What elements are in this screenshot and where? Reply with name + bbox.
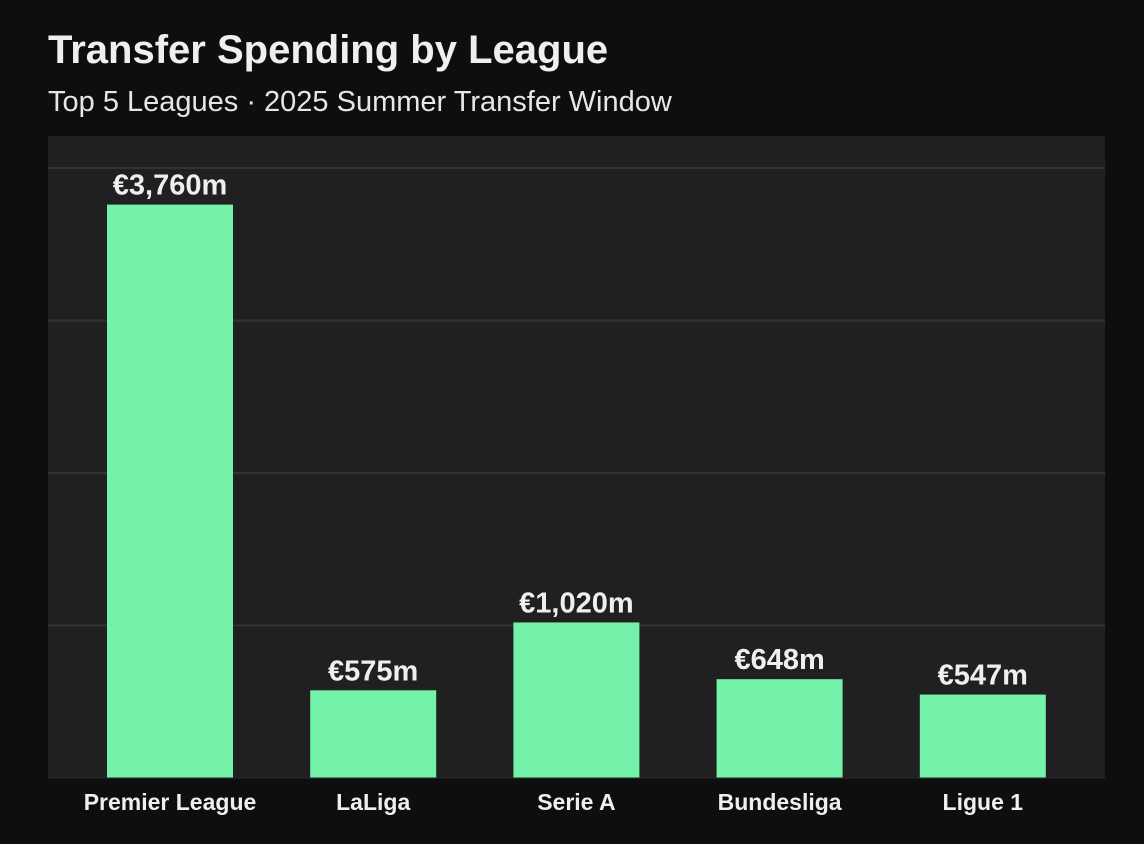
bar-value-label: €648m xyxy=(734,644,824,676)
chart-subtitle: Top 5 Leagues · 2025 Summer Transfer Win… xyxy=(48,86,672,118)
bar-value-label: €1,020m xyxy=(519,587,634,619)
bar xyxy=(107,204,233,779)
x-tick-label: Serie A xyxy=(537,789,615,815)
bars xyxy=(107,204,1046,779)
bar-value-label: €3,760m xyxy=(113,170,228,202)
x-tick-label: Premier League xyxy=(84,789,257,815)
bar-value-label: €547m xyxy=(938,660,1028,692)
bar xyxy=(716,679,843,778)
bar xyxy=(513,622,640,778)
x-tick-label: Ligue 1 xyxy=(943,789,1024,815)
bar xyxy=(919,694,1046,778)
bar xyxy=(310,690,437,778)
bar-value-label: €575m xyxy=(328,655,418,687)
x-tick-label: Bundesliga xyxy=(718,789,842,815)
x-tick-label: LaLiga xyxy=(336,789,410,815)
x-tick-labels: Premier League LaLiga Serie A Bundesliga Lig… xyxy=(84,789,1024,815)
chart-title: Transfer Spending by League xyxy=(48,28,609,72)
value-labels: €3,760m €575m €1,020m €648m €547m xyxy=(113,170,1028,692)
